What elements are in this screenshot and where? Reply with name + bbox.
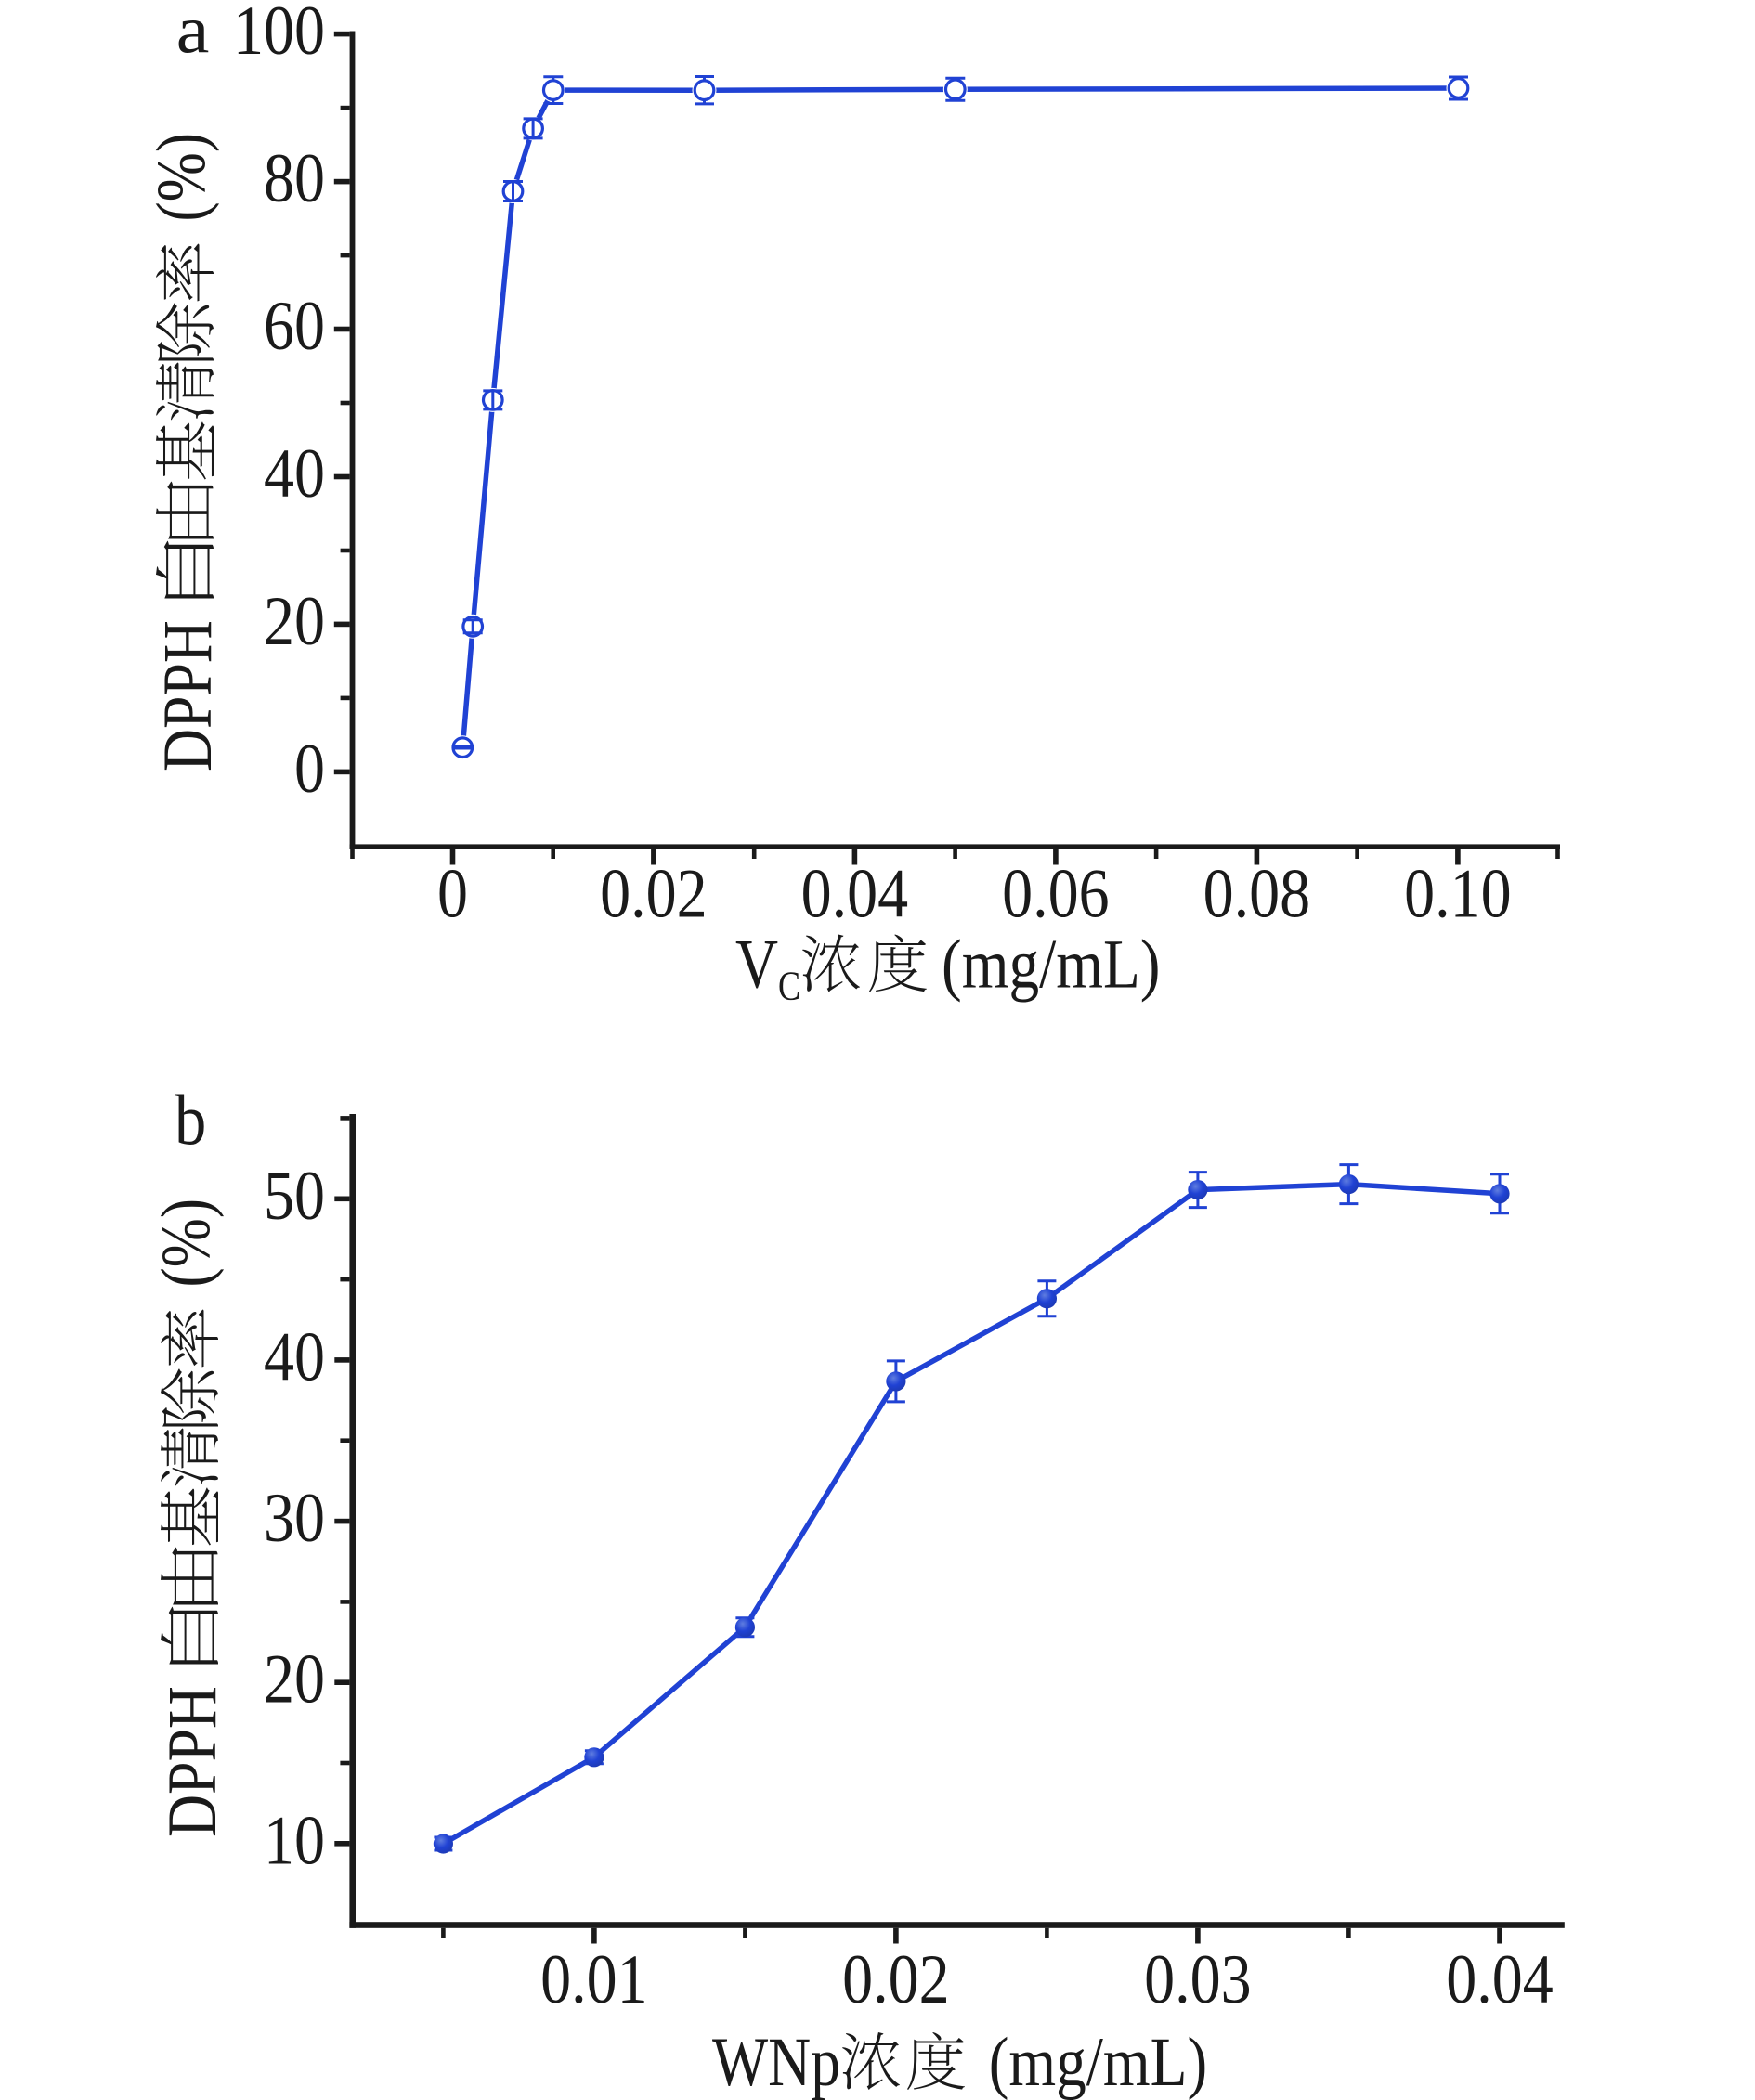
svg-text:b: b bbox=[175, 1080, 206, 1160]
svg-text:0.02: 0.02 bbox=[842, 1941, 949, 2018]
svg-text:0.08: 0.08 bbox=[1203, 856, 1310, 933]
svg-text:0.04: 0.04 bbox=[1446, 1941, 1553, 2018]
svg-text:40: 40 bbox=[264, 1319, 325, 1396]
svg-text:100: 100 bbox=[233, 0, 325, 70]
svg-text:20: 20 bbox=[264, 583, 325, 660]
svg-text:60: 60 bbox=[264, 288, 325, 365]
svg-text:DPPH: DPPH bbox=[154, 1686, 231, 1837]
svg-text:20: 20 bbox=[264, 1641, 325, 1718]
svg-text:0: 0 bbox=[437, 856, 468, 933]
svg-text:(%): (%) bbox=[148, 1199, 225, 1288]
svg-text:0.03: 0.03 bbox=[1144, 1941, 1251, 2018]
svg-text:0.06: 0.06 bbox=[1002, 856, 1109, 933]
svg-text:(mg/mL): (mg/mL) bbox=[942, 926, 1161, 1003]
svg-text:50: 50 bbox=[264, 1158, 325, 1235]
svg-text:a: a bbox=[176, 0, 210, 68]
svg-text:10: 10 bbox=[264, 1802, 325, 1879]
svg-text:DPPH: DPPH bbox=[150, 620, 227, 771]
svg-text:(mg/mL): (mg/mL) bbox=[989, 2024, 1208, 2100]
svg-text:WNp: WNp bbox=[712, 2024, 840, 2100]
svg-text:80: 80 bbox=[264, 140, 325, 217]
svg-text:0.04: 0.04 bbox=[801, 856, 908, 933]
svg-text:(%): (%) bbox=[143, 133, 220, 222]
svg-text:C: C bbox=[778, 963, 800, 1008]
svg-text:30: 30 bbox=[264, 1480, 325, 1557]
svg-text:0.10: 0.10 bbox=[1404, 856, 1511, 933]
svg-text:0.01: 0.01 bbox=[540, 1941, 647, 2018]
svg-text:40: 40 bbox=[264, 435, 325, 512]
svg-text:0.02: 0.02 bbox=[600, 856, 707, 933]
svg-text:V: V bbox=[735, 927, 778, 1004]
svg-text:0: 0 bbox=[294, 731, 325, 808]
